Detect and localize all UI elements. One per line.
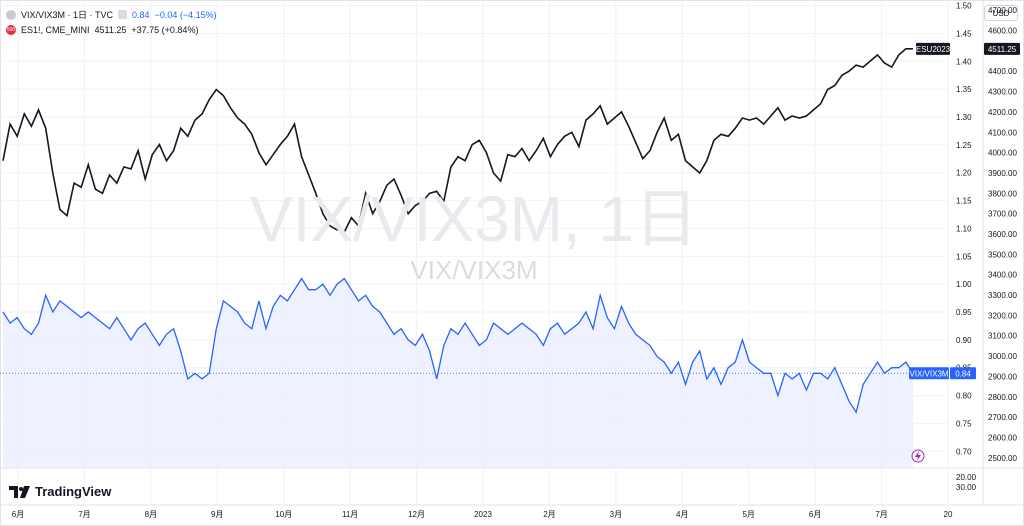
x-tick-label: 2月: [543, 510, 555, 519]
ratio-tick-label: 1.00: [956, 280, 972, 289]
ratio-tick-label: 1.50: [956, 2, 972, 11]
x-tick-label: 20: [944, 510, 953, 519]
es-legend-value: 4511.25: [94, 25, 127, 35]
vix-legend-title: VIX/VIX3M · 1日 · TVC: [21, 10, 114, 20]
x-tick-label: 3月: [610, 510, 622, 519]
vix-area-fill: [3, 278, 913, 468]
es-legend-change: +37.75 (+0.84%): [131, 25, 199, 35]
price-tick-label: 2600.00: [988, 433, 1017, 442]
x-tick-label: 5月: [742, 510, 754, 519]
price-tick-label: 3100.00: [988, 332, 1017, 341]
x-tick-label: 7月: [78, 510, 90, 519]
price-tick-label: 2500.00: [988, 454, 1017, 463]
x-tick-label: 10月: [275, 510, 292, 519]
vix-legend-change: −0.04 (−4.15%): [154, 9, 217, 20]
x-tick-label: 9月: [211, 510, 223, 519]
x-tick-label: 11月: [342, 510, 358, 519]
ratio-tick-label: 1.15: [956, 197, 972, 206]
ratio-tick-label: 0.70: [956, 447, 972, 456]
vix-name-badge-text: VIX/VIX3M: [909, 369, 948, 378]
vix-value-badge: [950, 367, 976, 380]
x-tick-label: 8月: [145, 510, 157, 519]
currency-selector[interactable]: USD: [984, 5, 1018, 21]
price-tick-label: 3200.00: [988, 311, 1017, 320]
price-tick-label: 4300.00: [988, 88, 1017, 97]
ratio-tick-label: 1.10: [956, 224, 972, 233]
ratio-tick-label: 0.75: [956, 419, 972, 428]
ratio-tick-label: 1.25: [956, 141, 972, 150]
price-tick-label: 4700.00: [988, 6, 1017, 15]
price-tick-label: 4600.00: [988, 27, 1017, 36]
es-value-badge: [984, 42, 1020, 55]
x-tick-label: 6月: [12, 510, 24, 519]
ratio-tick-label: 1.20: [956, 169, 972, 178]
vix-value-badge-text: 0.84: [955, 369, 971, 378]
tradingview-logo-icon: [9, 485, 30, 498]
vix-name-badge: [909, 367, 949, 380]
price-tick-label: 3700.00: [988, 210, 1017, 219]
price-tick-label: 3000.00: [988, 352, 1017, 361]
x-tick-label: 4月: [676, 510, 688, 519]
price-tick-label: 3800.00: [988, 189, 1017, 198]
ratio-tick-label: 0.80: [956, 392, 972, 401]
es-value-badge-text: 4511.25: [988, 45, 1017, 54]
price-tick-label: 4200.00: [988, 108, 1017, 117]
vix-series-line: [2, 277, 914, 414]
currency-label: USD: [992, 8, 1010, 18]
x-tick-label: 6月: [809, 510, 821, 519]
es-symbol-icon: 500: [6, 25, 16, 35]
price-tick-label: 4000.00: [988, 149, 1017, 158]
es-name-badge-text: ESU2023: [916, 45, 951, 54]
tradingview-logo[interactable]: TradingView: [9, 484, 111, 499]
lower-pane-tick-label: 30.00: [956, 483, 977, 492]
price-tick-label: 4400.00: [988, 67, 1017, 76]
price-tick-label: 3400.00: [988, 271, 1017, 280]
x-tick-label: 12月: [408, 510, 425, 519]
price-tick-label: 3300.00: [988, 291, 1017, 300]
vix-legend-value: 0.84: [132, 9, 150, 20]
es-series-line: [2, 48, 913, 233]
price-tick-label: 2800.00: [988, 393, 1017, 402]
es-name-badge: [916, 42, 950, 55]
ratio-tick-label: 1.05: [956, 252, 972, 261]
price-tick-label: 4100.00: [988, 128, 1017, 137]
lightning-icon: [915, 451, 921, 461]
ratio-tick-label: 1.40: [956, 57, 972, 66]
vix-symbol-icon: [6, 9, 16, 20]
price-tick-label: 3600.00: [988, 230, 1017, 239]
price-tick-label: 3500.00: [988, 250, 1017, 259]
price-tick-label: 2900.00: [988, 372, 1017, 381]
ratio-tick-label: 0.90: [956, 336, 972, 345]
x-tick-label: 2023: [474, 510, 492, 519]
ratio-tick-label: 1.45: [956, 29, 972, 38]
ratio-tick-label: 1.30: [956, 113, 972, 122]
lower-pane-tick-label: 20.00: [956, 473, 977, 482]
es-legend[interactable]: 500 ES1!, CME_MINI 4511.25 +37.75 (+0.84…: [6, 25, 198, 35]
ratio-tick-label: 1.35: [956, 85, 972, 94]
x-tick-label: 7月: [875, 510, 887, 519]
tradingview-brand: TradingView: [35, 484, 112, 499]
visibility-icon[interactable]: [118, 10, 128, 19]
price-tick-label: 3900.00: [988, 169, 1017, 178]
price-tick-label: 2700.00: [988, 413, 1017, 422]
vix-legend[interactable]: VIX/VIX3M · 1日 · TVC 0.84 −0.04 (−4.15%): [6, 8, 217, 21]
es-legend-title: ES1!, CME_MINI: [21, 25, 90, 35]
ratio-tick-label: 0.95: [956, 308, 972, 317]
